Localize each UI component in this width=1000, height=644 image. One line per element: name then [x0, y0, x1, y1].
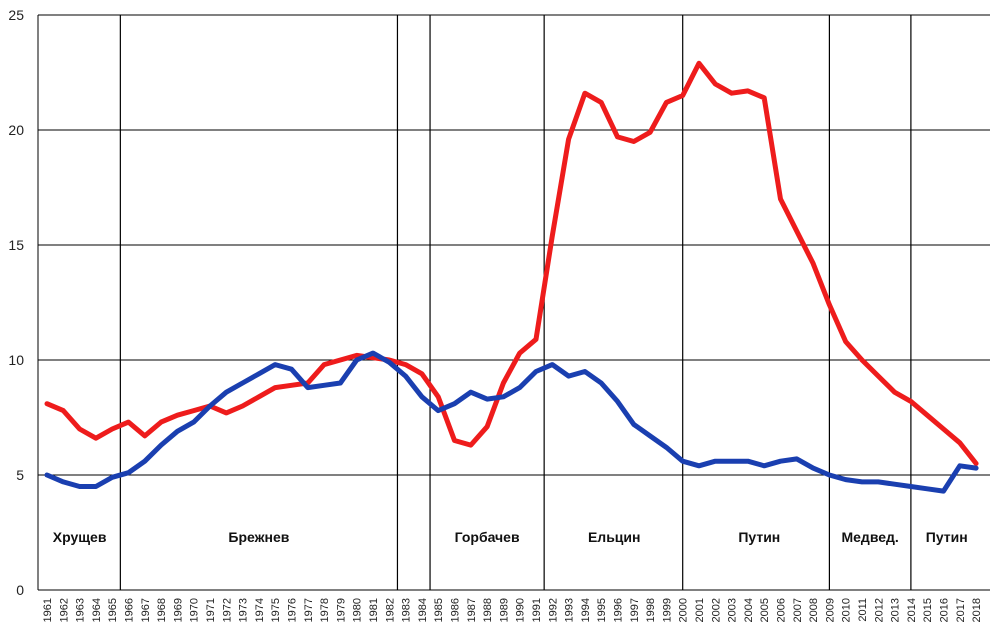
x-tick-label: 1983 — [401, 598, 413, 622]
x-tick-label: 1965 — [107, 598, 119, 622]
x-tick-label: 1995 — [596, 598, 608, 622]
x-tick-label: 1977 — [303, 598, 315, 622]
x-tick-label: 1966 — [124, 598, 136, 622]
x-tick-label: 1988 — [482, 598, 494, 622]
period-label: Хрущев — [53, 529, 107, 545]
x-tick-label: 2005 — [759, 598, 771, 622]
x-tick-label: 2018 — [971, 598, 983, 622]
x-tick-label: 1987 — [466, 598, 478, 622]
x-tick-label: 1962 — [58, 598, 70, 622]
x-tick-label: 2016 — [939, 598, 951, 622]
x-tick-label: 1982 — [384, 598, 396, 622]
x-tick-label: 2014 — [906, 598, 918, 622]
x-tick-label: 2004 — [743, 598, 755, 622]
x-tick-label: 1971 — [205, 598, 217, 622]
period-label: Брежнев — [228, 529, 289, 545]
x-tick-label: 2013 — [890, 598, 902, 622]
x-tick-label: 1981 — [368, 598, 380, 622]
x-tick-label: 1999 — [661, 598, 673, 622]
x-tick-label: 1985 — [433, 598, 445, 622]
x-tick-label: 1994 — [580, 598, 592, 622]
x-tick-label: 1974 — [254, 598, 266, 622]
x-tick-label: 1963 — [75, 598, 87, 622]
x-tick-label: 1998 — [645, 598, 657, 622]
x-tick-label: 2008 — [808, 598, 820, 622]
x-tick-label: 1986 — [450, 598, 462, 622]
x-tick-label: 1975 — [270, 598, 282, 622]
x-tick-label: 1996 — [613, 598, 625, 622]
x-tick-label: 2000 — [678, 598, 690, 622]
x-tick-label: 1993 — [564, 598, 576, 622]
period-label: Путин — [738, 529, 780, 545]
series-line-2 — [44, 350, 979, 494]
series-lines — [44, 60, 979, 494]
y-tick-label: 25 — [8, 7, 24, 23]
x-tick-label: 1992 — [547, 598, 559, 622]
x-tick-label: 2006 — [776, 598, 788, 622]
x-tick-label: 2001 — [694, 598, 706, 622]
x-tick-label: 2009 — [824, 598, 836, 622]
x-tick-label: 2003 — [727, 598, 739, 622]
y-tick-label: 0 — [16, 582, 24, 598]
x-tick-label: 2007 — [792, 598, 804, 622]
x-tick-label: 1976 — [287, 598, 299, 622]
y-tick-label: 15 — [8, 237, 24, 253]
x-tick-label: 1961 — [42, 598, 54, 622]
x-tick-label: 1967 — [140, 598, 152, 622]
gridlines — [38, 14, 990, 476]
x-tick-label: 1989 — [498, 598, 510, 622]
x-tick-label: 2012 — [873, 598, 885, 622]
period-label: Ельцин — [588, 529, 641, 545]
x-tick-label: 1969 — [172, 598, 184, 622]
x-tick-label: 1970 — [189, 598, 201, 622]
y-tick-label: 20 — [8, 122, 24, 138]
series-line-1 — [44, 60, 979, 466]
x-tick-label: 2015 — [922, 598, 934, 622]
y-tick-label: 10 — [8, 352, 24, 368]
x-tick-labels: 1961 1962 1963 1964 1965 1966 1967 1968 1969 1970… — [42, 598, 983, 622]
x-tick-label: 1964 — [91, 598, 103, 622]
period-dividers — [119, 15, 912, 590]
x-tick-label: 1991 — [531, 598, 543, 622]
x-tick-label: 1973 — [238, 598, 250, 622]
x-tick-label: 1984 — [417, 598, 429, 622]
y-tick-labels: 0 5 10 15 20 25 — [8, 7, 24, 598]
x-tick-label: 1968 — [156, 598, 168, 622]
x-tick-label: 2002 — [710, 598, 722, 622]
x-tick-label: 1997 — [629, 598, 641, 622]
period-label: Горбачев — [455, 529, 520, 545]
period-label: Путин — [926, 529, 968, 545]
x-tick-label: 1972 — [221, 598, 233, 622]
x-tick-label: 1978 — [319, 598, 331, 622]
x-tick-label: 2011 — [857, 598, 869, 622]
y-tick-label: 5 — [16, 467, 24, 483]
period-labels: Хрущев Брежнев Горбачев Ельцин Путин Медвед. П… — [53, 529, 968, 545]
period-label: Медвед. — [841, 529, 898, 545]
x-tick-label: 2017 — [955, 598, 967, 622]
x-tick-label: 1990 — [515, 598, 527, 622]
x-tick-label: 1980 — [352, 598, 364, 622]
x-tick-label: 1979 — [335, 598, 347, 622]
axes — [37, 15, 990, 591]
x-tick-label: 2010 — [841, 598, 853, 622]
